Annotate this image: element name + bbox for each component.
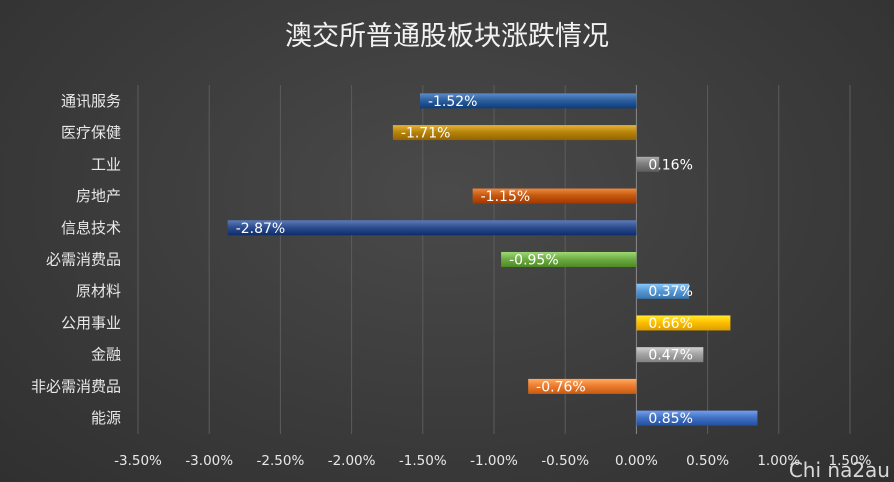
data-label: -1.52% — [428, 94, 478, 110]
bar — [636, 347, 704, 363]
category-label: 公用事业 — [61, 314, 121, 332]
x-tick-label: -0.50% — [541, 453, 589, 469]
bar — [419, 93, 637, 109]
bars — [227, 93, 758, 426]
bar — [501, 252, 637, 267]
data-label: -0.95% — [509, 253, 559, 269]
data-label: 0.16% — [648, 157, 692, 173]
bar — [227, 220, 637, 236]
grid-lines — [137, 85, 851, 434]
bar — [472, 188, 637, 204]
x-tick-label: 1.00% — [757, 453, 800, 469]
bar — [636, 283, 690, 299]
bar — [636, 156, 660, 172]
data-label: 0.47% — [648, 348, 692, 364]
data-labels: -1.52% -1.71% 0.16% -1.15% -2.87% -0.95% 0.37%… — [236, 94, 693, 427]
x-tick-label: -2.50% — [257, 453, 305, 469]
data-label: -2.87% — [236, 221, 286, 237]
x-tick-label: 1.50% — [829, 453, 872, 469]
category-label: 医疗保健 — [61, 124, 121, 142]
category-label: 原材料 — [76, 282, 121, 300]
data-label: -0.76% — [536, 379, 586, 395]
x-tick-label: -3.00% — [185, 453, 233, 469]
data-label: 0.37% — [648, 284, 692, 300]
bar — [528, 378, 637, 394]
data-label: -1.15% — [481, 189, 531, 205]
x-tick-label: -2.00% — [328, 453, 376, 469]
category-label: 非必需消费品 — [31, 377, 121, 395]
data-label: 0.85% — [648, 411, 692, 427]
category-label: 通讯服务 — [61, 92, 121, 110]
bar — [636, 315, 731, 331]
bar — [636, 410, 758, 426]
data-label: -1.71% — [401, 126, 451, 142]
category-label: 必需消费品 — [46, 251, 121, 269]
x-tick-label: -1.00% — [470, 453, 518, 469]
category-label: 工业 — [91, 155, 121, 173]
watermark-text: Chi na2au — [789, 458, 890, 482]
x-tick-label: -3.50% — [114, 453, 162, 469]
x-tick-label: -1.50% — [399, 453, 447, 469]
category-label: 金融 — [91, 346, 121, 364]
category-label: 能源 — [91, 409, 121, 427]
category-label: 信息技术 — [61, 219, 121, 237]
bar — [392, 125, 637, 141]
data-label: 0.66% — [648, 316, 692, 332]
chart-title: 澳交所普通股板块涨跌情况 — [285, 21, 609, 52]
x-tick-labels: -3.50% -3.00% -2.50% -2.00% -1.50% -1.00% -0.5… — [114, 453, 871, 469]
x-tick-label: 0.50% — [686, 453, 729, 469]
category-label: 房地产 — [76, 187, 121, 205]
x-tick-label: 0.00% — [615, 453, 658, 469]
